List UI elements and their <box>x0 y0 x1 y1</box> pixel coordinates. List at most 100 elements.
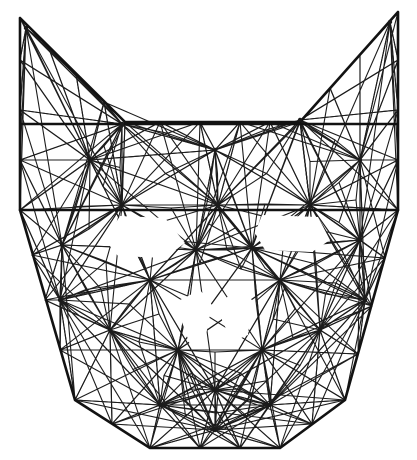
mesh-edge <box>59 260 107 301</box>
mesh-edge <box>315 263 321 331</box>
mesh-edge <box>309 159 361 163</box>
mesh-edge <box>59 272 62 301</box>
mesh-edge <box>309 139 336 206</box>
mesh-edge <box>19 109 91 161</box>
mesh-edge <box>190 372 216 431</box>
mesh-edge <box>31 159 91 256</box>
mesh-hub <box>387 19 393 25</box>
mesh-edge <box>261 337 294 351</box>
mesh-edge <box>309 159 399 206</box>
mesh-edge <box>311 299 366 425</box>
mesh-edge <box>226 247 253 251</box>
mesh-hub <box>157 402 163 408</box>
mesh-edge <box>246 349 263 418</box>
mesh-edge <box>177 349 187 402</box>
mesh-edge <box>279 329 321 449</box>
mesh-edge <box>121 123 168 134</box>
mesh-edge <box>334 139 361 161</box>
mesh-edge <box>195 195 210 251</box>
mesh-edge <box>199 389 216 449</box>
mesh-edge <box>217 119 301 206</box>
mesh-edge <box>19 123 123 161</box>
mesh-edge <box>214 389 249 402</box>
mesh-edge <box>207 195 253 249</box>
mesh-edge <box>184 389 216 418</box>
mesh-edge <box>89 159 104 188</box>
eye-cutouts <box>105 215 330 345</box>
mesh-edge <box>214 399 249 431</box>
mesh-edge <box>338 221 361 241</box>
mesh-edge <box>100 279 151 290</box>
mesh-edge <box>261 349 313 425</box>
mesh-edge <box>89 159 121 169</box>
mesh-edge <box>199 121 219 206</box>
mesh-hub <box>193 247 199 253</box>
mesh-edge <box>355 159 361 201</box>
mesh-edge <box>184 399 216 431</box>
mesh-edge <box>89 159 123 206</box>
mesh-edge <box>105 260 111 331</box>
mesh-edge <box>190 388 216 391</box>
mesh-hub <box>212 427 218 433</box>
mesh-edge <box>132 368 161 406</box>
mesh-edge <box>239 372 271 406</box>
mesh-edge <box>215 404 271 414</box>
mesh-edge <box>319 282 337 331</box>
mesh-edge <box>74 399 216 431</box>
mesh-edge <box>309 204 340 224</box>
mesh-edge <box>324 239 361 295</box>
mesh-edge <box>74 349 179 401</box>
mesh-edge <box>109 329 161 406</box>
mesh-edge <box>128 279 151 305</box>
mesh-edge <box>309 181 340 206</box>
mesh-edge <box>359 239 373 307</box>
mesh-edge <box>60 244 63 275</box>
mesh-edge <box>19 159 61 301</box>
mesh-edge <box>261 239 361 351</box>
mesh-edge <box>214 389 346 401</box>
mesh-edge <box>269 404 313 425</box>
mesh-edge <box>19 109 63 246</box>
mesh-edge <box>214 429 281 449</box>
mesh-edge <box>59 204 123 301</box>
mesh-hub <box>175 347 181 353</box>
mesh-edge <box>159 388 193 406</box>
mesh-edge <box>59 329 111 351</box>
mesh-edge <box>309 159 361 206</box>
mesh-edge <box>319 293 327 331</box>
mesh-edge <box>121 123 167 175</box>
mesh-edge <box>299 121 311 206</box>
mesh-edge <box>359 209 399 241</box>
mesh-edge <box>31 254 151 281</box>
mesh-hub <box>307 202 313 208</box>
mesh-edge <box>19 17 91 161</box>
mesh-edge <box>261 308 296 351</box>
mesh-edge <box>31 254 61 301</box>
mesh-edge <box>59 349 161 406</box>
mesh-edge <box>214 130 264 151</box>
mesh-edge <box>269 121 311 206</box>
mesh-edge <box>359 159 399 241</box>
mesh-edge <box>199 404 271 449</box>
mesh-edge <box>89 121 161 161</box>
mesh-edge <box>163 349 179 377</box>
mesh-edge <box>149 404 161 449</box>
mesh-hub <box>119 121 125 127</box>
mesh-edge <box>214 372 242 391</box>
head-outline <box>18 10 400 450</box>
mesh-edge <box>261 349 269 382</box>
mesh-edge <box>121 172 167 206</box>
mesh-edge <box>357 239 361 268</box>
mesh-edge <box>138 341 161 406</box>
mesh-edge <box>103 101 216 151</box>
mesh-edge <box>264 267 281 281</box>
mesh-edge <box>177 349 216 353</box>
mesh-edge <box>214 379 269 391</box>
mesh-edge <box>311 329 321 425</box>
mesh-edge <box>239 121 361 161</box>
mesh-edge <box>246 349 263 402</box>
mesh-edge <box>359 21 391 241</box>
mesh-edge <box>74 399 161 406</box>
mesh-edge <box>19 109 123 125</box>
mesh-edge <box>170 207 197 251</box>
